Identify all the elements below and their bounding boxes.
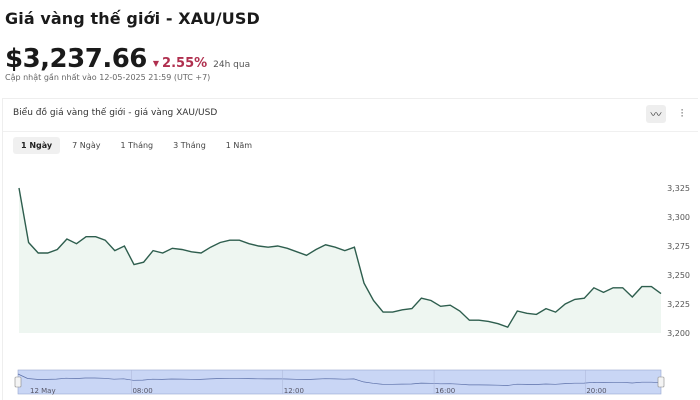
- navigator-handle-left[interactable]: [14, 376, 22, 388]
- range-tabs: 1 Ngày 7 Ngày 1 Tháng 3 Tháng 1 Năm: [13, 137, 260, 154]
- tab-1-day[interactable]: 1 Ngày: [13, 137, 61, 154]
- last-updated: Cập nhật gần nhất vào 12-05-2025 21:59 (…: [5, 73, 211, 82]
- navigator-time-label: 16:00: [435, 387, 455, 395]
- change-percent: 2.55%: [162, 56, 208, 71]
- tab-7-days[interactable]: 7 Ngày: [72, 141, 101, 150]
- y-tick-label: 3,275: [667, 242, 690, 251]
- caret-down-icon: ▼: [152, 59, 160, 68]
- y-tick-label: 3,300: [667, 213, 690, 222]
- page-title: Giá vàng thế giới - XAU/USD: [5, 9, 260, 28]
- price-line: [18, 187, 662, 329]
- current-price: $3,237.66: [5, 44, 147, 74]
- price-change: ▼ 2.55%: [153, 56, 207, 71]
- change-period: 24h qua: [213, 60, 251, 70]
- line-chart-icon[interactable]: 〰: [646, 105, 666, 123]
- candlestick-icon[interactable]: ⫶: [680, 107, 684, 120]
- navigator-line: [17, 373, 662, 386]
- y-tick-label: 3,250: [667, 271, 690, 280]
- tab-1-month[interactable]: 1 Tháng: [120, 141, 154, 150]
- y-tick-label: 3,200: [667, 329, 690, 338]
- chart-card: Biểu đồ giá vàng thế giới - giá vàng XAU…: [2, 98, 698, 400]
- navigator-time-label: 12:00: [284, 387, 304, 395]
- price-row: $3,237.66 ▼ 2.55% 24h qua: [5, 44, 250, 74]
- price-area: [19, 188, 661, 333]
- tab-3-months[interactable]: 3 Tháng: [173, 141, 206, 150]
- y-tick-label: 3,225: [667, 300, 690, 309]
- navigator-range: [17, 369, 662, 395]
- navigator-time-label: 08:00: [132, 387, 152, 395]
- navigator-time-label: 12 May: [30, 387, 56, 395]
- navigator-handle-right[interactable]: [657, 376, 665, 388]
- tab-1-year[interactable]: 1 Năm: [225, 141, 253, 150]
- navigator-time-label: 20:00: [586, 387, 606, 395]
- divider: [3, 131, 698, 132]
- chart-title: Biểu đồ giá vàng thế giới - giá vàng XAU…: [13, 108, 218, 118]
- y-tick-label: 3,325: [667, 184, 690, 193]
